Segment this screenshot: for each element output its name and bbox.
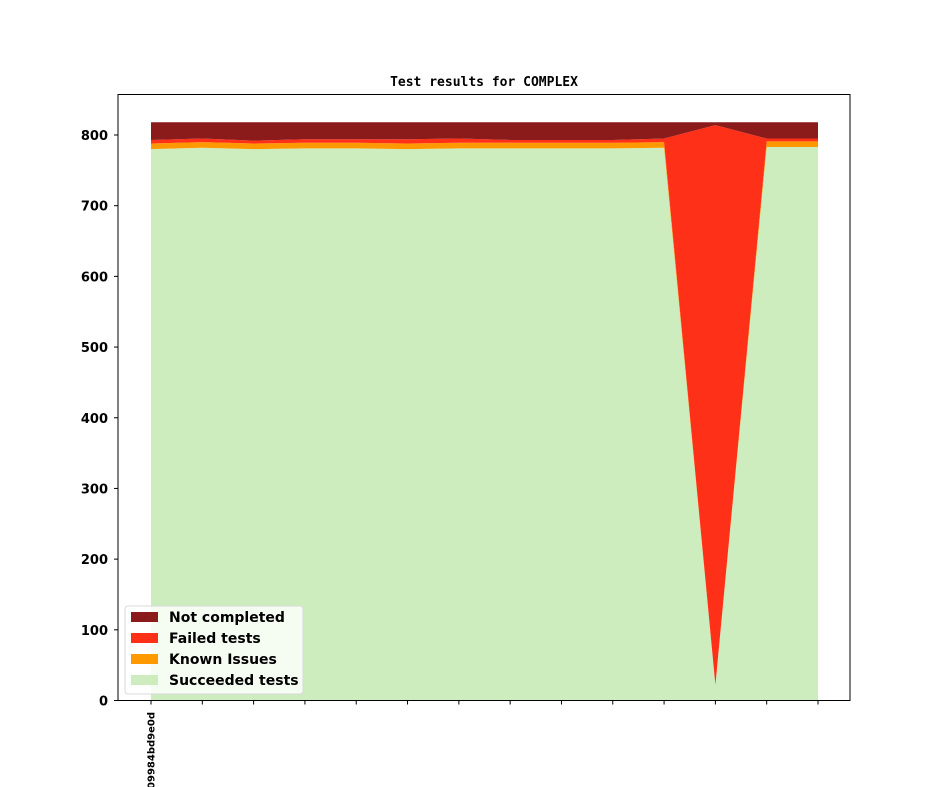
chart-title: Test results for COMPLEX (390, 75, 578, 90)
legend-label-known-issues: Known Issues (169, 652, 277, 668)
y-tick-label: 600 (81, 270, 108, 285)
y-tick-label: 500 (81, 341, 108, 356)
legend-swatch-succeeded-tests (131, 675, 158, 685)
legend: Not completed Failed tests Known Issues Suc… (124, 605, 304, 695)
area-not-completed (151, 122, 818, 141)
area-succeeded-tests (151, 147, 818, 701)
legend-swatch-failed-tests (131, 633, 158, 643)
y-tick-label: 800 (81, 129, 108, 144)
x-axis: 09984bd9e0d (147, 700, 819, 787)
legend-swatch-not-completed (131, 612, 158, 622)
y-tick-label: 200 (81, 553, 108, 568)
y-tick-label: 300 (81, 482, 108, 497)
y-tick-label: 100 (81, 624, 108, 639)
y-tick-label: 700 (81, 200, 108, 215)
legend-label-failed-tests: Failed tests (169, 631, 261, 647)
x-tick-label: 09984bd9e0d (147, 712, 158, 787)
legend-swatch-known-issues (131, 654, 158, 664)
y-axis: 0 100 200 300 400 500 600 700 800 (81, 129, 118, 710)
y-tick-label: 0 (99, 695, 108, 710)
plot-frame (117, 94, 851, 701)
legend-label-succeeded-tests: Succeeded tests (169, 673, 299, 689)
area-layers (151, 122, 818, 701)
legend-label-not-completed: Not completed (169, 610, 285, 626)
area-failed-tests (151, 125, 818, 685)
legend-box (124, 605, 304, 695)
y-tick-label: 400 (81, 412, 108, 427)
